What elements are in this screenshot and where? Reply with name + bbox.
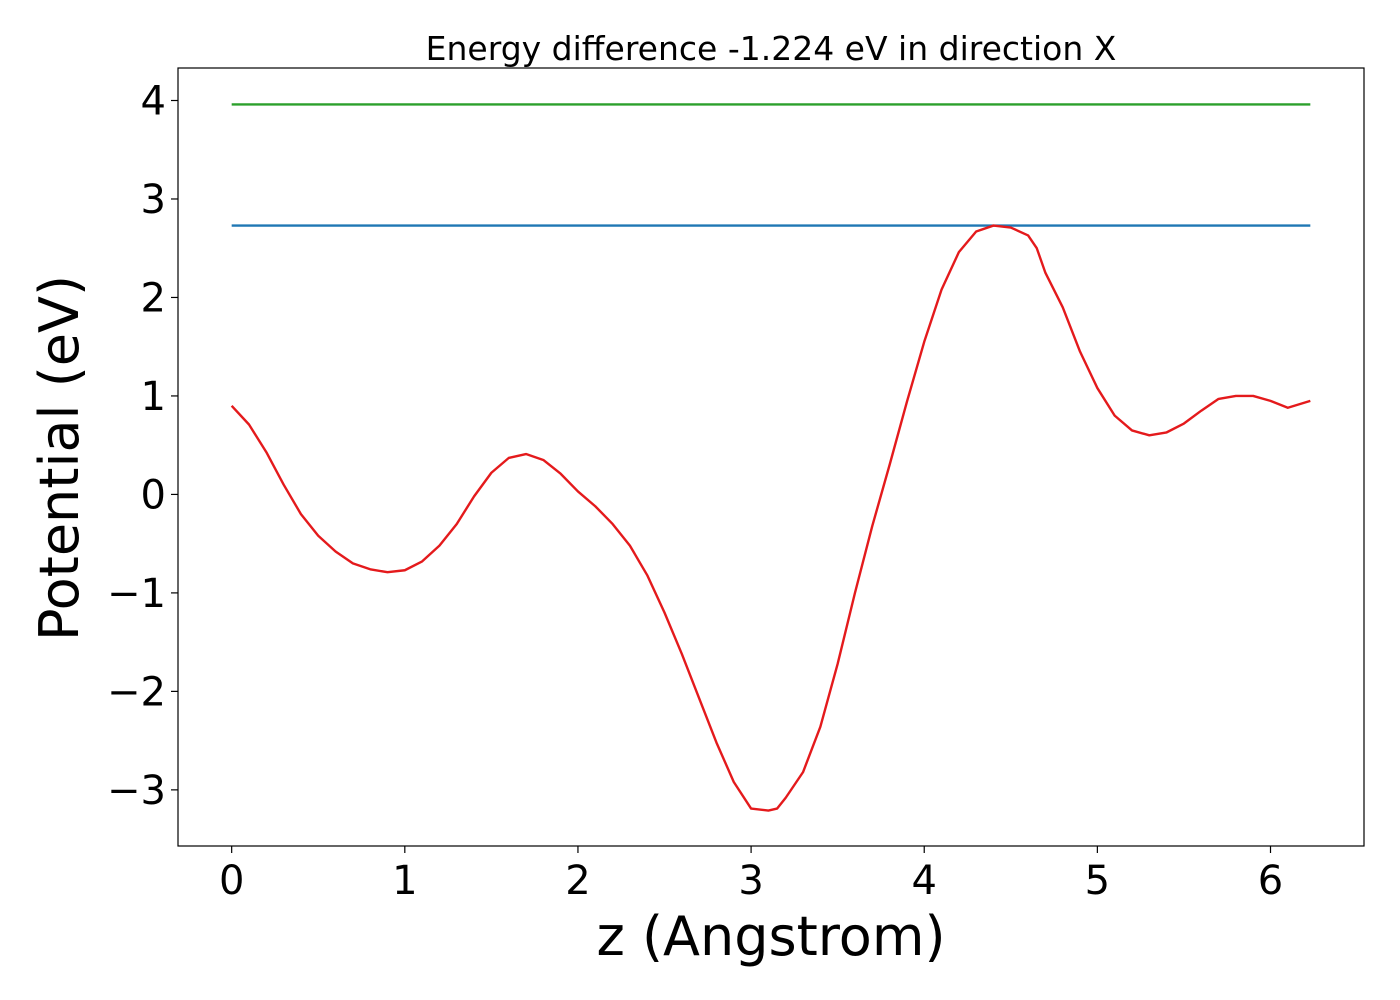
x-axis-label: z (Angstrom) bbox=[596, 905, 945, 968]
y-axis-label: Potential (eV) bbox=[28, 275, 91, 641]
y-tick-label: 1 bbox=[141, 374, 166, 420]
y-tick-label: −3 bbox=[107, 768, 166, 814]
plot-frame bbox=[177, 67, 1365, 847]
y-tick-label: 0 bbox=[141, 472, 166, 518]
y-tick-label: −2 bbox=[107, 669, 166, 715]
x-tick-label: 4 bbox=[912, 858, 937, 904]
y-tick-label: 3 bbox=[141, 177, 166, 223]
chart-title: Energy difference -1.224 eV in direction… bbox=[426, 29, 1117, 68]
x-tick-label: 5 bbox=[1085, 858, 1110, 904]
x-tick-label: 0 bbox=[219, 858, 244, 904]
x-tick-label: 6 bbox=[1258, 858, 1283, 904]
x-tick-label: 3 bbox=[738, 858, 763, 904]
x-tick-label: 1 bbox=[392, 858, 417, 904]
y-tick-label: 2 bbox=[141, 275, 166, 321]
y-tick-label: −1 bbox=[107, 571, 166, 617]
x-tick-label: 2 bbox=[565, 858, 590, 904]
y-tick-label: 4 bbox=[141, 78, 166, 124]
series-line-3 bbox=[230, 224, 1311, 812]
